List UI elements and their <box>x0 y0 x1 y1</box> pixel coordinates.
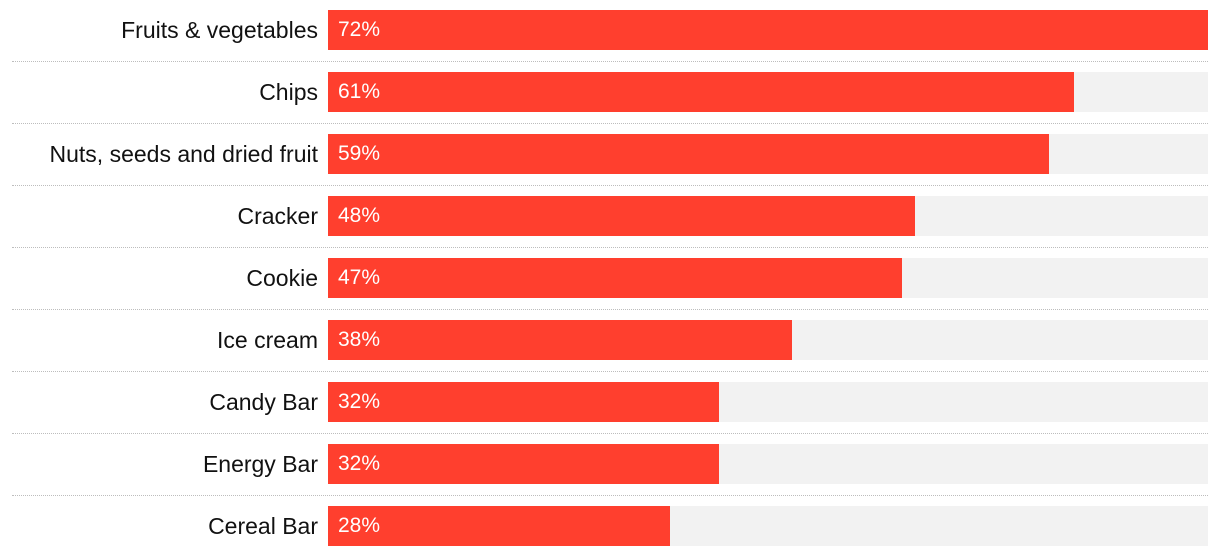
category-label: Energy Bar <box>202 451 318 477</box>
bar <box>328 444 719 484</box>
bar <box>328 506 670 546</box>
bar <box>328 72 1074 112</box>
bar <box>328 258 902 298</box>
bar-value-label: 72% <box>338 18 381 41</box>
bar-value-label: 28% <box>338 514 381 537</box>
bar-value-label: 59% <box>338 142 381 165</box>
bar-track: 28% <box>328 506 1208 546</box>
bar <box>328 320 792 360</box>
row-divider <box>12 433 1208 434</box>
bar-track: 59% <box>328 134 1208 174</box>
bar-row: Chips 61% <box>0 62 1220 124</box>
bar-track: 32% <box>328 382 1208 422</box>
bar-track: 48% <box>328 196 1208 236</box>
bar-row: Energy Bar 32% <box>0 434 1220 496</box>
category-label: Nuts, seeds and dried fruit <box>49 141 318 167</box>
category-label: Fruits & vegetables <box>121 17 318 43</box>
bar-track: 47% <box>328 258 1208 298</box>
bar-value-label: 47% <box>338 266 381 289</box>
bar <box>328 196 915 236</box>
bar-row: Fruits & vegetables 72% <box>0 0 1220 62</box>
bar-value-label: 61% <box>338 80 381 103</box>
row-divider <box>12 61 1208 62</box>
bar-row: Cracker 48% <box>0 186 1220 248</box>
bar-value-label: 38% <box>338 328 381 351</box>
bar-value-label: 48% <box>338 204 381 227</box>
bar <box>328 10 1208 50</box>
row-divider <box>12 371 1208 372</box>
bar-value-label: 32% <box>338 390 381 413</box>
bar-track: 38% <box>328 320 1208 360</box>
bar-track: 61% <box>328 72 1208 112</box>
bar <box>328 382 719 422</box>
bar-track: 32% <box>328 444 1208 484</box>
bar-row: Ice cream 38% <box>0 310 1220 372</box>
category-label: Cereal Bar <box>208 513 318 539</box>
bar-row: Cookie 47% <box>0 248 1220 310</box>
category-label: Chips <box>259 79 318 105</box>
bar <box>328 134 1049 174</box>
bar-value-label: 32% <box>338 452 381 475</box>
row-divider <box>12 309 1208 310</box>
row-divider <box>12 495 1208 496</box>
row-divider <box>12 185 1208 186</box>
category-label: Candy Bar <box>209 389 318 415</box>
category-label: Cookie <box>246 265 318 291</box>
bar-row: Candy Bar 32% <box>0 372 1220 434</box>
bar-row: Nuts, seeds and dried fruit 59% <box>0 124 1220 186</box>
category-label: Cracker <box>237 203 318 229</box>
category-label: Ice cream <box>217 327 318 353</box>
row-divider <box>12 247 1208 248</box>
row-divider <box>12 123 1208 124</box>
bar-track: 72% <box>328 10 1208 50</box>
bar-row: Cereal Bar 28% <box>0 496 1220 558</box>
